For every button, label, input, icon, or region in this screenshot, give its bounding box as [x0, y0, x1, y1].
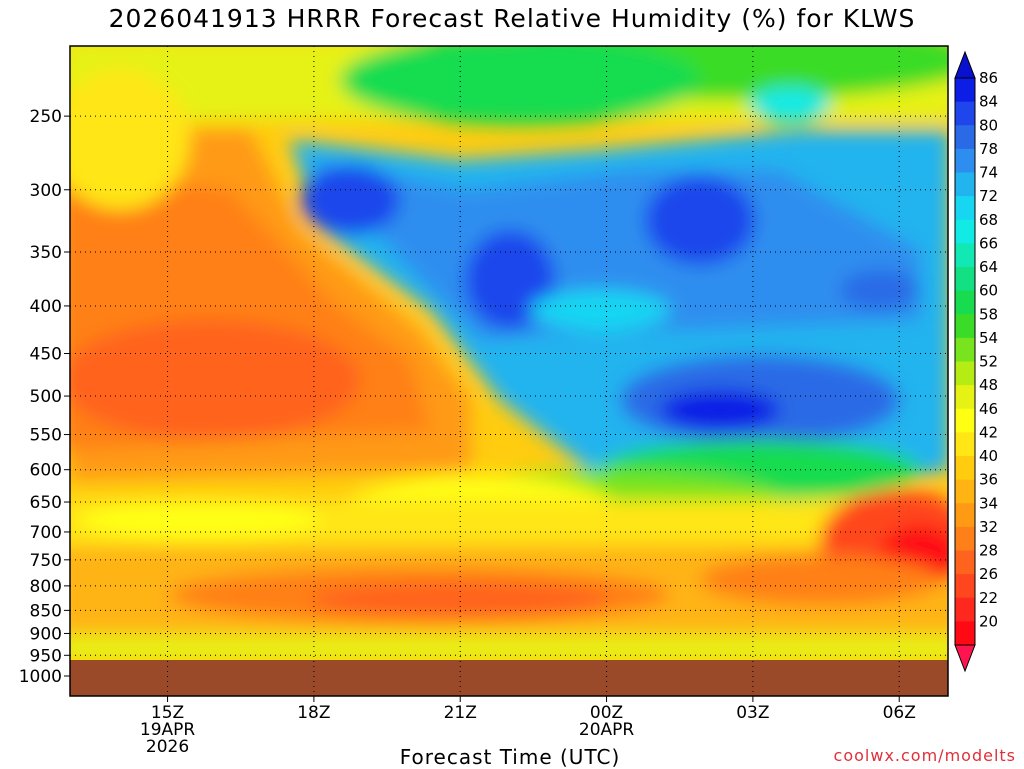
colorbar-label: 32	[979, 518, 998, 536]
y-tick-label: 900	[30, 624, 62, 644]
x-tick-label: 03Z	[736, 703, 769, 723]
y-tick-label: 950	[30, 646, 62, 666]
colorbar-swatch	[955, 456, 975, 481]
y-tick-label: 450	[30, 345, 62, 365]
colorbar-label: 84	[979, 93, 998, 111]
x-tick-label: 06Z	[883, 703, 916, 723]
colorbar-label: 86	[979, 69, 998, 87]
colorbar-label: 26	[979, 565, 998, 583]
y-tick-label: 300	[30, 181, 62, 201]
chart-title: 2026041913 HRRR Forecast Relative Humidi…	[108, 4, 916, 33]
colorbar-swatch	[955, 290, 975, 315]
y-tick-label: 700	[30, 523, 62, 543]
y-tick-label: 550	[30, 426, 62, 446]
pressure-axis: 250 300 350 400 450 500 550 600 650 700 750 800 850 9…	[19, 107, 70, 687]
grid-lines	[70, 46, 948, 696]
colorbar-swatch	[955, 550, 975, 575]
colorbar-label: 60	[979, 282, 998, 300]
colorbar-label: 48	[979, 376, 998, 394]
y-tick-label: 650	[30, 493, 62, 513]
colorbar-swatch	[955, 219, 975, 244]
y-tick-label: 250	[30, 107, 62, 127]
y-tick-label: 400	[30, 297, 62, 317]
y-tick-label: 500	[30, 387, 62, 407]
colorbar-label: 36	[979, 471, 998, 489]
colorbar-label: 28	[979, 542, 998, 560]
y-tick-label: 350	[30, 243, 62, 263]
colorbar-frame	[954, 77, 976, 646]
credit-link[interactable]: coolwx.com/modelts	[833, 746, 1016, 765]
colorbar-swatch	[955, 101, 975, 126]
humidity-field	[70, 46, 948, 696]
colorbar-label: 66	[979, 234, 998, 252]
colorbar-label: 64	[979, 258, 998, 276]
colorbar-swatch	[955, 125, 975, 150]
x-tick-label: 21Z	[444, 703, 477, 723]
x-tick-label: 15Z	[151, 703, 184, 723]
x-tick-label: 2026	[146, 737, 189, 757]
x-tick-label: 00Z	[590, 703, 623, 723]
colorbar-label: 34	[979, 494, 998, 512]
colorbar-label: 80	[979, 116, 998, 134]
x-axis-label: Forecast Time (UTC)	[399, 745, 621, 769]
colorbar-swatch	[955, 361, 975, 386]
colorbar-swatch	[955, 337, 975, 362]
colorbar-swatch	[955, 196, 975, 221]
colorbar-swatch	[955, 172, 975, 197]
colorbar-swatch	[955, 526, 975, 551]
colorbar-swatch	[955, 148, 975, 173]
colorbar-max-arrow	[954, 50, 976, 79]
colorbar-label: 46	[979, 400, 998, 418]
colorbar-swatch	[955, 243, 975, 268]
colorbar-swatch	[955, 503, 975, 528]
x-tick-label: 19APR	[140, 720, 196, 740]
colorbar-label: 52	[979, 353, 998, 371]
colorbar-swatch	[955, 385, 975, 410]
y-tick-label: 750	[30, 551, 62, 571]
colorbar-label: 54	[979, 329, 998, 347]
colorbar-swatch	[955, 78, 975, 103]
colorbar-swatch	[955, 574, 975, 599]
colorbar-swatch	[955, 621, 975, 646]
colorbar-swatch	[955, 597, 975, 622]
colorbar-label: 68	[979, 211, 998, 229]
colorbar-label: 74	[979, 164, 998, 182]
colorbar-swatch	[955, 479, 975, 504]
y-tick-label: 850	[30, 601, 62, 621]
y-tick-label: 1000	[19, 667, 62, 687]
colorbar-swatch	[955, 432, 975, 457]
x-tick-label: 20APR	[579, 720, 635, 740]
colorbar-label: 78	[979, 140, 998, 158]
plot-frame	[69, 45, 949, 697]
x-tick-label: 18Z	[297, 703, 330, 723]
colorbar-min-arrow	[954, 644, 976, 673]
colorbar-swatch	[955, 408, 975, 433]
colorbar-swatch	[955, 267, 975, 292]
y-tick-label: 600	[30, 461, 62, 481]
colorbar-label: 40	[979, 447, 998, 465]
colorbar-label: 20	[979, 612, 998, 630]
colorbar-label: 42	[979, 423, 998, 441]
colorbar-label: 58	[979, 305, 998, 323]
colorbar-swatch	[955, 314, 975, 339]
colorbar-label: 22	[979, 589, 998, 607]
colorbar: 86 84 80 78 74 72 68 66 64 60 58 54 52 48 46 42 40 36 34 32…	[954, 50, 998, 673]
y-tick-label: 800	[30, 577, 62, 597]
colorbar-label: 72	[979, 187, 998, 205]
